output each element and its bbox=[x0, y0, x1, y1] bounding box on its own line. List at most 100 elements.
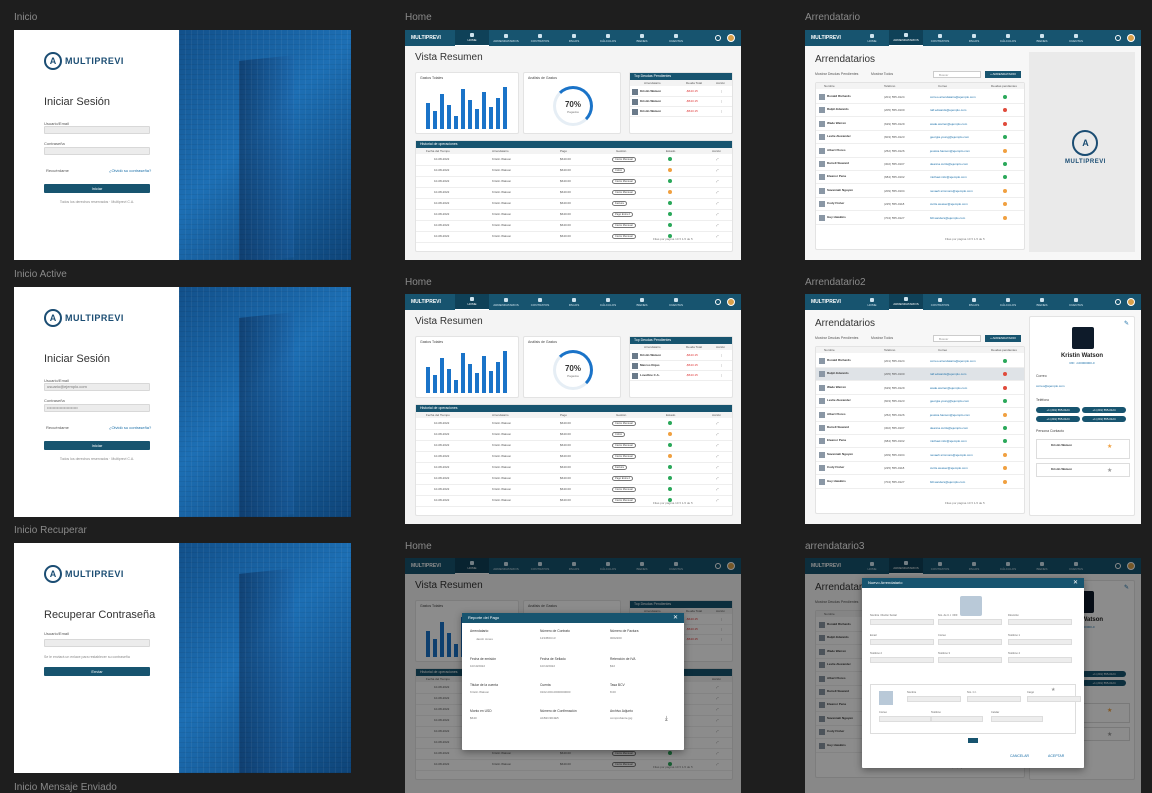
password-field[interactable]: •••••••••••••••••••••• bbox=[44, 404, 150, 412]
avatar[interactable] bbox=[727, 34, 735, 42]
nav-item-home[interactable]: HOME bbox=[855, 294, 889, 310]
nav-item-contratos[interactable]: CONTRATOS bbox=[923, 558, 957, 574]
tenant-row[interactable]: Ralph Edwards (205) 555-0100 ralf.edwards@… bbox=[816, 104, 1024, 118]
photo-placeholder[interactable] bbox=[960, 596, 982, 616]
contact-field[interactable] bbox=[991, 716, 1043, 722]
nav-item-cuentas[interactable]: CUENTAS bbox=[1059, 30, 1093, 46]
gear-icon[interactable] bbox=[715, 35, 721, 41]
nav-item-bienes[interactable]: BIENES bbox=[625, 294, 659, 310]
nav-item-arrendatarios[interactable]: ARRENDATARIOS bbox=[489, 30, 523, 46]
gear-icon[interactable] bbox=[1115, 563, 1121, 569]
avatar[interactable] bbox=[1127, 298, 1135, 306]
expand-icon[interactable]: ⤢ bbox=[716, 223, 719, 227]
phone-chip[interactable]: +1 (201) 555-0124 bbox=[1082, 671, 1126, 677]
recover-user-field[interactable] bbox=[44, 639, 150, 647]
tenant-row[interactable]: Savannah Nguyen (209) 555-0104 nevaeh.simm… bbox=[816, 185, 1024, 198]
top-debt-row[interactable]: Kristin Watson -$643.15 ⋮ bbox=[630, 87, 732, 97]
tenant-row[interactable]: Guy Hawkins (704) 555-0127 bill.sanders@ej… bbox=[816, 476, 1024, 489]
nav-item-pagos[interactable]: PAGOS bbox=[557, 294, 591, 310]
expand-icon[interactable]: ⤢ bbox=[716, 454, 719, 458]
expand-icon[interactable]: ⤢ bbox=[716, 432, 719, 436]
user-field[interactable]: usuario@ejemplo.com bbox=[44, 383, 150, 391]
star-icon[interactable]: ★ bbox=[1051, 687, 1056, 693]
nav-item-pagos[interactable]: PAGOS bbox=[957, 558, 991, 574]
nav-item-contratos[interactable]: CONTRATOS bbox=[523, 558, 557, 574]
expand-icon[interactable]: ⤢ bbox=[716, 201, 719, 205]
login-button[interactable]: Iniciar bbox=[44, 184, 150, 193]
expand-icon[interactable]: ⤢ bbox=[716, 696, 719, 700]
contact-field[interactable] bbox=[907, 696, 961, 702]
expand-icon[interactable]: ⤢ bbox=[716, 718, 719, 722]
form-field[interactable] bbox=[1008, 657, 1072, 663]
nav-item-home[interactable]: HOME bbox=[455, 558, 489, 574]
form-field[interactable] bbox=[870, 639, 934, 645]
avatar[interactable] bbox=[1127, 34, 1135, 42]
more-icon[interactable]: ⋮ bbox=[720, 363, 723, 367]
star-icon[interactable]: ★ bbox=[1107, 708, 1113, 714]
nav-item-pagos[interactable]: PAGOS bbox=[557, 558, 591, 574]
search-input[interactable]: Buscar bbox=[933, 71, 981, 78]
nav-item-cálculos[interactable]: CÁLCULOS bbox=[591, 30, 625, 46]
pencil-icon[interactable]: ✎ bbox=[1123, 585, 1129, 591]
password-field[interactable] bbox=[44, 147, 150, 155]
nav-item-arrendatarios[interactable]: ARRENDATARIOS bbox=[889, 30, 923, 46]
more-icon[interactable]: ⋮ bbox=[720, 99, 723, 103]
nav-item-home[interactable]: HOME bbox=[455, 294, 489, 310]
more-icon[interactable]: ⋮ bbox=[720, 637, 723, 641]
expand-icon[interactable]: ⤢ bbox=[716, 465, 719, 469]
close-icon[interactable]: ✕ bbox=[1072, 580, 1078, 586]
star-icon[interactable]: ★ bbox=[1107, 732, 1113, 738]
nav-item-cuentas[interactable]: CUENTAS bbox=[1059, 558, 1093, 574]
gear-icon[interactable] bbox=[715, 563, 721, 569]
more-icon[interactable]: ⋮ bbox=[720, 373, 723, 377]
expand-icon[interactable]: ⤢ bbox=[716, 157, 719, 161]
form-field[interactable] bbox=[870, 619, 934, 625]
form-field[interactable] bbox=[938, 639, 1002, 645]
filter-debts-radio[interactable]: Mostrar Deudas Pendientes bbox=[815, 336, 859, 340]
nav-item-pagos[interactable]: PAGOS bbox=[957, 30, 991, 46]
nav-item-home[interactable]: HOME bbox=[455, 30, 489, 46]
filter-debts-radio[interactable]: Mostrar Deudas Pendientes bbox=[815, 72, 859, 76]
expand-icon[interactable]: ⤢ bbox=[716, 498, 719, 502]
more-icon[interactable]: ⋮ bbox=[720, 627, 723, 631]
more-icon[interactable]: ⋮ bbox=[720, 617, 723, 621]
nav-item-cuentas[interactable]: CUENTAS bbox=[659, 294, 693, 310]
tenant-row[interactable]: Cody Fisher (225) 555-0118 curtis.weaver@e… bbox=[816, 198, 1024, 212]
expand-icon[interactable]: ⤢ bbox=[716, 421, 719, 425]
form-field[interactable] bbox=[1008, 639, 1072, 645]
tenant-row[interactable]: Ronald Richards (201) 555-0124 correo.arre… bbox=[816, 355, 1024, 368]
recover-button[interactable]: Enviar bbox=[44, 667, 150, 676]
nav-item-pagos[interactable]: PAGOS bbox=[557, 30, 591, 46]
contact-field[interactable] bbox=[931, 716, 983, 722]
tenant-row[interactable]: Cody Fisher (225) 555-0118 curtis.weaver@e… bbox=[816, 462, 1024, 476]
add-tenant-button[interactable]: + ARRENDATARIO bbox=[985, 335, 1021, 342]
nav-item-cálculos[interactable]: CÁLCULOS bbox=[991, 558, 1025, 574]
phone-chip[interactable]: +1 (201) 555-0124 bbox=[1082, 407, 1126, 413]
filter-all-radio[interactable]: Mostrar Todos bbox=[871, 336, 894, 340]
avatar[interactable] bbox=[727, 562, 735, 570]
tenant-row[interactable]: Wade Warren (629) 555-0129 wade.warren@eje… bbox=[816, 118, 1024, 131]
more-icon[interactable]: ⋮ bbox=[720, 89, 723, 93]
nav-item-arrendatarios[interactable]: ARRENDATARIOS bbox=[889, 558, 923, 574]
expand-icon[interactable]: ⤢ bbox=[716, 685, 719, 689]
expand-icon[interactable]: ⤢ bbox=[716, 190, 719, 194]
nav-item-contratos[interactable]: CONTRATOS bbox=[523, 30, 557, 46]
nav-item-arrendatarios[interactable]: ARRENDATARIOS bbox=[489, 558, 523, 574]
star-icon[interactable]: ★ bbox=[1107, 468, 1113, 474]
nav-item-pagos[interactable]: PAGOS bbox=[957, 294, 991, 310]
nav-item-home[interactable]: HOME bbox=[855, 558, 889, 574]
phone-chip[interactable]: +1 (201) 555-0124 bbox=[1036, 407, 1080, 413]
nav-item-arrendatarios[interactable]: ARRENDATARIOS bbox=[489, 294, 523, 310]
nav-item-cálculos[interactable]: CÁLCULOS bbox=[991, 294, 1025, 310]
form-field[interactable] bbox=[938, 619, 1002, 625]
top-debt-row[interactable]: Marcos Rojas -$543.15 ⋮ bbox=[630, 361, 732, 371]
gear-icon[interactable] bbox=[1115, 299, 1121, 305]
tenant-row[interactable]: Wade Warren (629) 555-0129 wade.warren@eje… bbox=[816, 382, 1024, 395]
nav-item-cuentas[interactable]: CUENTAS bbox=[1059, 294, 1093, 310]
more-icon[interactable]: ⋮ bbox=[720, 109, 723, 113]
forgot-password-link[interactable]: ¿Olvidó su contraseña? bbox=[109, 425, 152, 430]
nav-item-cuentas[interactable]: CUENTAS bbox=[659, 558, 693, 574]
nav-item-bienes[interactable]: BIENES bbox=[1025, 558, 1059, 574]
expand-icon[interactable]: ⤢ bbox=[716, 168, 719, 172]
tenant-row[interactable]: Savannah Nguyen (209) 555-0104 nevaeh.simm… bbox=[816, 449, 1024, 462]
